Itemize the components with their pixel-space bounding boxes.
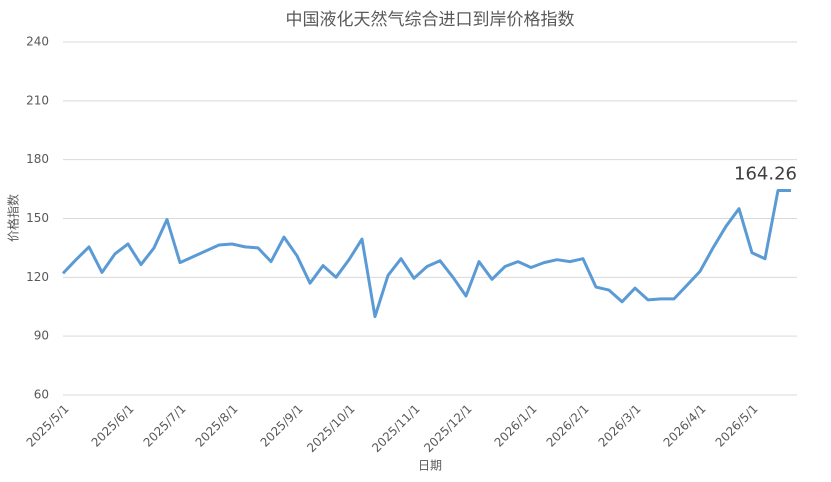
x-tick-label: 2025/5/1 [24,402,72,450]
x-tick-label: 2026/3/1 [596,402,644,450]
x-tick-label: 2025/7/1 [141,402,189,450]
data-label: 164.26 [734,164,797,185]
y-axis-label: 价格指数 [6,194,21,242]
y-tick-label: 180 [26,152,49,166]
x-tick-label: 2025/10/1 [304,402,357,455]
x-tick-label: 2026/4/1 [661,402,709,450]
x-tick-label: 2025/6/1 [89,402,137,450]
y-tick-label: 210 [26,93,49,107]
x-tick-label: 2025/12/1 [421,402,474,455]
y-tick-label: 90 [34,329,49,343]
x-tick-label: 2026/2/1 [544,402,592,450]
chart-title: 中国液化天然气综合进口到岸价格指数 [286,10,575,30]
x-tick-label: 2026/5/1 [713,402,761,450]
x-tick-label: 2025/8/1 [193,402,241,450]
line-series [61,189,791,319]
x-tick-label: 2025/9/1 [258,402,306,450]
x-tick-label: 2025/11/1 [369,402,422,455]
x-tick-label: 2026/1/1 [492,402,540,450]
y-tick-label: 240 [26,35,49,49]
y-tick-label: 60 [34,388,49,402]
y-tick-label: 120 [26,270,49,284]
y-tick-label: 150 [26,211,49,225]
x-axis-label: 日期 [418,459,442,473]
